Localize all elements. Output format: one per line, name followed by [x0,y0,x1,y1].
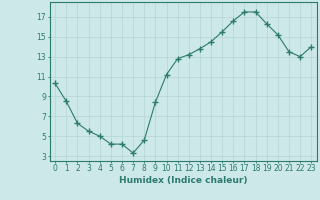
X-axis label: Humidex (Indice chaleur): Humidex (Indice chaleur) [119,176,247,185]
